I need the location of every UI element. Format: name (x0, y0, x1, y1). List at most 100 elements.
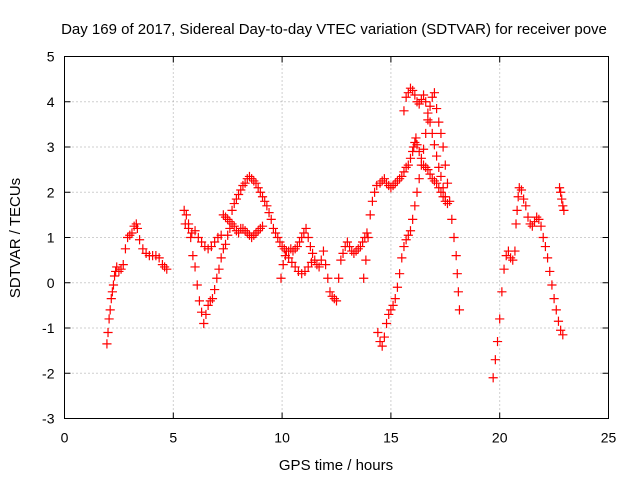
data-point (511, 219, 521, 229)
data-point (134, 235, 145, 245)
data-point (438, 142, 448, 152)
data-point (190, 262, 200, 272)
data-point (278, 260, 288, 270)
y-tick-labels: -3 -2 -1 0 1 2 3 4 5 (42, 49, 55, 427)
data-point (199, 318, 209, 329)
data-point (421, 97, 431, 107)
data-point (262, 201, 272, 211)
data-point (416, 160, 426, 170)
data-point (440, 160, 450, 170)
x-tick-label: 10 (274, 430, 290, 446)
data-point (453, 287, 463, 297)
data-point (454, 305, 465, 315)
y-tick-label: 0 (47, 275, 55, 291)
y-tick-label: 2 (47, 184, 55, 200)
data-point (181, 210, 191, 220)
data-point (365, 210, 375, 220)
data-points (102, 83, 569, 383)
data-point (431, 151, 442, 161)
y-tick-label: -3 (42, 411, 55, 427)
data-point (314, 262, 324, 272)
data-point (556, 187, 566, 197)
x-tick-label: 5 (169, 430, 177, 446)
data-point (367, 196, 378, 206)
y-tick-label: 3 (47, 139, 55, 155)
data-point (188, 251, 198, 261)
y-tick-label: 5 (47, 49, 55, 65)
data-point (362, 228, 372, 238)
data-point (276, 273, 286, 283)
plot-frame (64, 56, 609, 419)
data-point (425, 117, 435, 127)
data-point (434, 117, 444, 127)
data-point (436, 128, 446, 139)
y-tick-label: -2 (42, 365, 55, 381)
data-point (414, 174, 424, 184)
data-point (442, 198, 453, 209)
x-tick-label: 25 (601, 430, 617, 446)
data-point (523, 212, 533, 222)
data-point (214, 264, 224, 274)
data-point (210, 284, 220, 295)
data-point (438, 183, 448, 193)
data-point (508, 255, 518, 265)
data-point (410, 201, 420, 211)
data-point (106, 293, 116, 304)
data-point (542, 253, 553, 263)
data-point (331, 296, 342, 306)
data-point (303, 232, 313, 243)
data-point (490, 355, 500, 365)
data-point (321, 260, 331, 270)
data-point (397, 253, 407, 263)
data-point (379, 332, 389, 342)
data-point (392, 282, 403, 292)
data-point (516, 185, 527, 195)
data-point (109, 271, 120, 281)
chart-title: Day 169 of 2017, Sidereal Day-to-day VTE… (61, 21, 607, 38)
data-point (359, 273, 369, 283)
data-point (318, 246, 329, 256)
x-axis-title: GPS time / hours (279, 457, 393, 474)
data-point (363, 232, 373, 243)
data-point (512, 205, 522, 215)
data-point (192, 280, 202, 290)
data-point (559, 205, 569, 215)
data-point (102, 339, 112, 349)
data-point (225, 217, 235, 227)
data-point (447, 214, 457, 224)
data-point (201, 309, 211, 320)
data-point (307, 248, 318, 258)
data-point (104, 314, 114, 324)
data-point (369, 187, 380, 197)
data-point (377, 341, 387, 351)
data-point (301, 223, 311, 234)
data-point (451, 251, 461, 261)
data-point (194, 296, 205, 306)
data-point (427, 128, 437, 139)
data-point (423, 108, 433, 118)
data-point (521, 201, 531, 211)
data-point (103, 327, 113, 338)
data-point (207, 293, 218, 304)
data-point (545, 266, 555, 277)
data-point (429, 88, 440, 98)
data-point (186, 232, 196, 243)
data-point (373, 327, 383, 338)
data-point (449, 232, 459, 243)
data-point (513, 192, 523, 202)
data-point (105, 305, 115, 315)
data-point (212, 273, 222, 283)
data-point (536, 221, 546, 231)
x-tick-label: 15 (383, 430, 399, 446)
data-point (452, 269, 462, 279)
data-point (499, 264, 509, 274)
data-point (334, 273, 344, 283)
data-point (132, 223, 142, 234)
y-tick-label: 1 (47, 230, 55, 246)
data-point (488, 373, 498, 383)
data-point (442, 178, 453, 188)
data-point (547, 280, 557, 290)
